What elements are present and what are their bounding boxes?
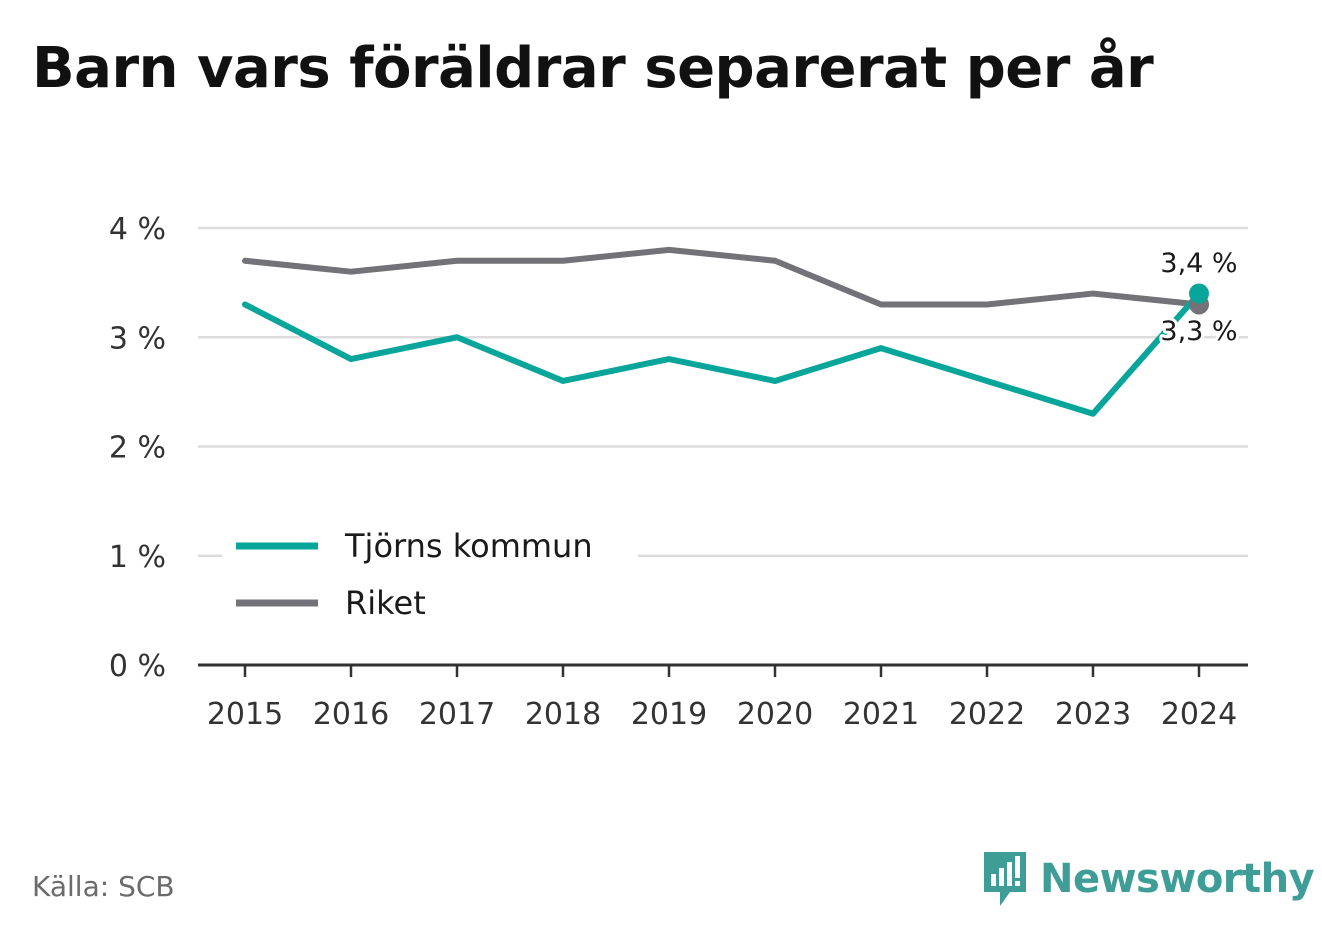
x-tick-label: 2022 [949, 697, 1025, 732]
y-tick-label: 2 % [109, 431, 166, 466]
x-tick-label: 2018 [525, 697, 601, 732]
y-axis-ticks: 0 % 1 % 2 % 3 % 4 % [109, 212, 166, 684]
x-tick-label: 2016 [313, 697, 389, 732]
x-tick-label: 2021 [843, 697, 919, 732]
y-tick-label: 1 % [109, 540, 166, 575]
x-tick-label: 2020 [737, 697, 813, 732]
chart-title: Barn vars föräldrar separerat per år [32, 36, 1154, 101]
grid-lines [198, 226, 1248, 557]
end-labels: 3,4 % 3,3 % [1157, 245, 1240, 350]
y-tick-label: 0 % [109, 649, 166, 684]
series-line [242, 290, 1202, 417]
series-lines [242, 246, 1209, 417]
legend-background [222, 518, 638, 638]
legend: Tjörns kommun Riket [222, 518, 638, 638]
legend-label: Riket [345, 584, 426, 622]
data-label: 3,3 % [1160, 316, 1237, 347]
series-line [242, 246, 1202, 308]
legend-label: Tjörns kommun [344, 527, 593, 565]
x-axis: 2015 2016 2017 2018 2019 2020 2021 2022 2023 2024 [198, 663, 1248, 732]
y-tick-label: 3 % [109, 321, 166, 356]
x-tick-label: 2017 [419, 697, 495, 732]
x-tick-label: 2015 [207, 697, 283, 732]
brand-name: Newsworthy [1040, 856, 1315, 902]
source-note: Källa: SCB [32, 870, 175, 903]
x-tick-label: 2023 [1055, 697, 1131, 732]
y-tick-label: 4 % [109, 212, 166, 247]
x-tick-label: 2024 [1161, 697, 1237, 732]
series-end-point [1189, 283, 1209, 304]
x-tick-label: 2019 [631, 697, 707, 732]
data-label: 3,4 % [1160, 248, 1237, 279]
newsworthy-logo: Newsworthy [980, 848, 1315, 910]
newsworthy-logo-icon [984, 852, 1026, 906]
